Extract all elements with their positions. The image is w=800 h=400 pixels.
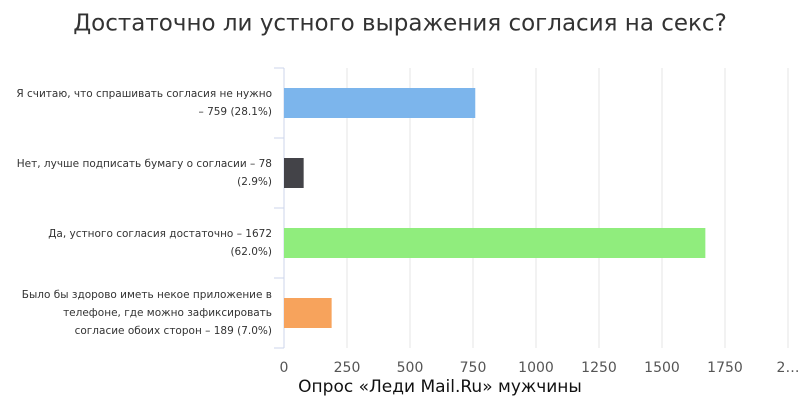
category-label: Я считаю, что спрашивать согласия не нуж…: [16, 88, 272, 118]
category-label: Нет, лучше подписать бумагу о согласии –…: [16, 158, 272, 188]
x-tick-label: 1750: [707, 360, 743, 376]
x-tick-label: 1250: [581, 360, 617, 376]
bar: [284, 228, 706, 258]
x-tick-label: 750: [460, 360, 487, 376]
x-tick-label: 2…: [777, 360, 800, 376]
bar: [284, 88, 476, 118]
x-tick-label: 1000: [518, 360, 554, 376]
category-label: Да, устного согласия достаточно – 1672 (…: [48, 228, 272, 258]
bar: [284, 298, 332, 328]
chart-caption: Опрос «Леди Mail.Ru» мужчины: [298, 377, 582, 397]
x-tick-label: 0: [280, 360, 289, 376]
x-tick-label: 250: [334, 360, 361, 376]
x-tick-label: 500: [397, 360, 424, 376]
bar: [284, 158, 304, 188]
chart-title: Достаточно ли устного выражения согласия…: [73, 11, 727, 37]
x-tick-label: 1500: [644, 360, 680, 376]
category-label: Было бы здорово иметь некое приложение в…: [21, 289, 272, 337]
